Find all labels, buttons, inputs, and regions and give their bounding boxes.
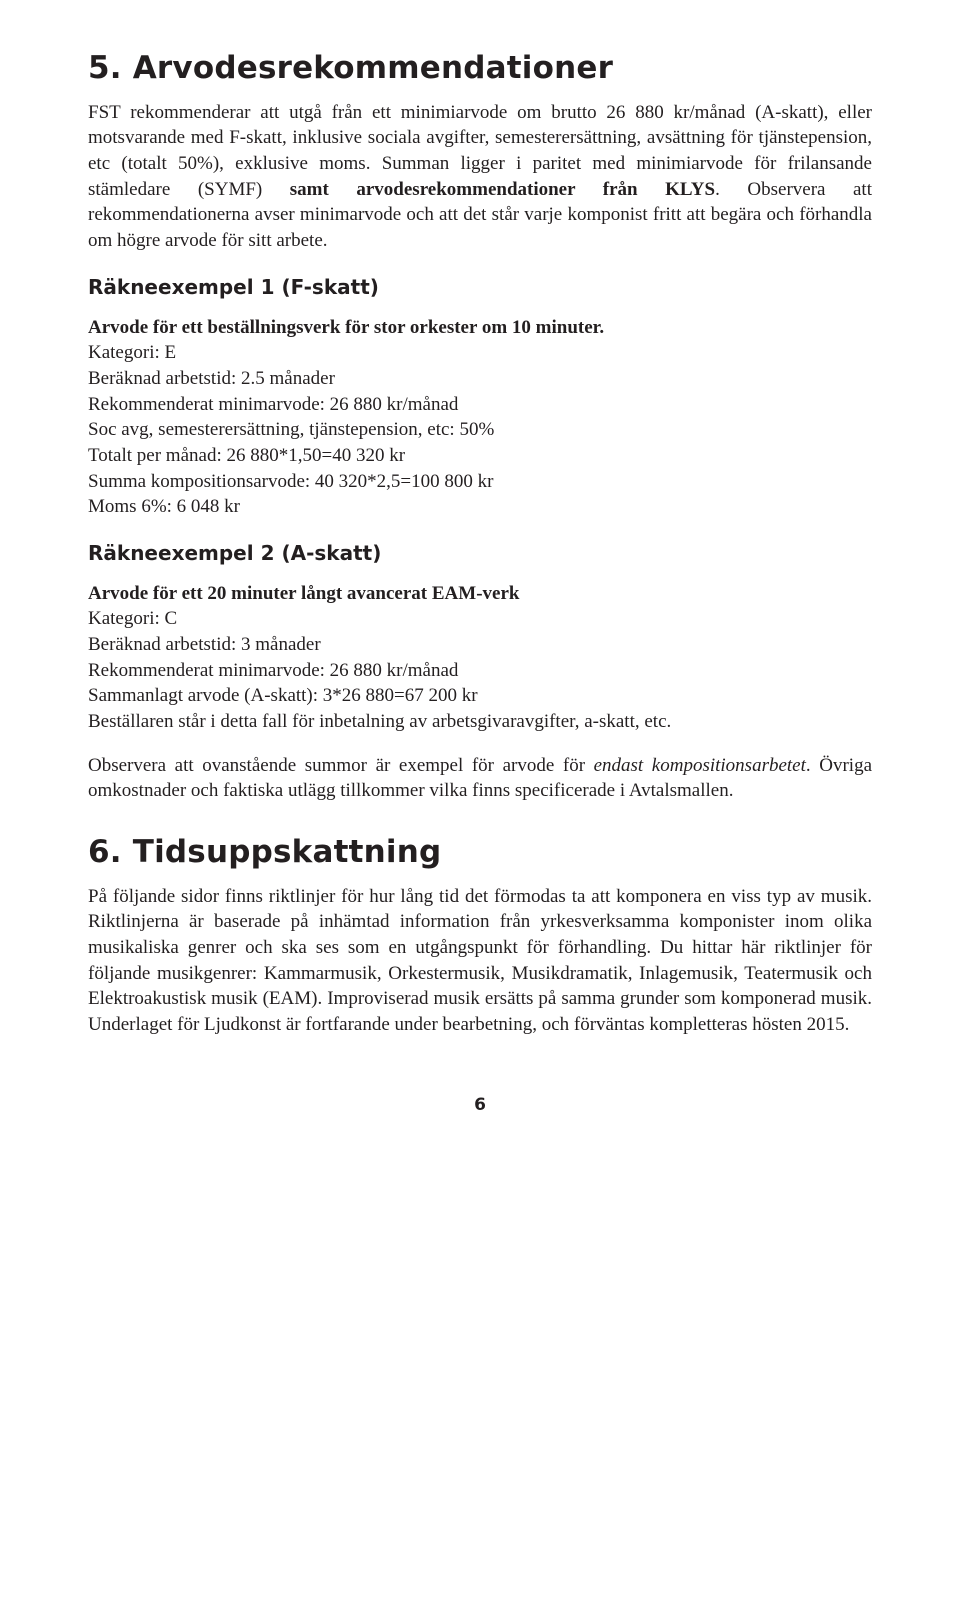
example-1-line: Totalt per månad: 26 880*1,50=40 320 kr xyxy=(88,443,872,469)
example-1-block: Arvode för ett beställningsverk för stor… xyxy=(88,315,872,520)
example-1-line: Moms 6%: 6 048 kr xyxy=(88,494,872,520)
example-1-heading: Räkneexempel 1 (F-skatt) xyxy=(88,274,872,301)
example-2-line: Beställaren står i detta fall för inbeta… xyxy=(88,709,872,735)
example-1-line: Beräknad arbetstid: 2.5 månader xyxy=(88,366,872,392)
example-1-line: Summa kompositionsarvode: 40 320*2,5=100… xyxy=(88,469,872,495)
section-6-heading: 6. Tidsuppskattning xyxy=(88,832,872,874)
example-2-line: Kategori: C xyxy=(88,606,872,632)
example-1-line: Soc avg, semesterersättning, tjänstepens… xyxy=(88,417,872,443)
example-1-line: Kategori: E xyxy=(88,340,872,366)
section-5-heading: 5. Arvodesrekommendationer xyxy=(88,48,872,90)
page-number: 6 xyxy=(88,1094,872,1117)
section-5-intro: FST rekommenderar att utgå från ett mini… xyxy=(88,100,872,254)
example-2-line: Rekommenderat minimarvode: 26 880 kr/mån… xyxy=(88,658,872,684)
example-2-block: Arvode för ett 20 minuter långt avancera… xyxy=(88,581,872,735)
note-text-1: Observera att ovanstående summor är exem… xyxy=(88,755,594,776)
section-5-note: Observera att ovanstående summor är exem… xyxy=(88,753,872,804)
example-2-line: Beräknad arbetstid: 3 månader xyxy=(88,632,872,658)
note-em: endast kompositionsarbetet xyxy=(594,755,806,776)
intro-bold: samt arvodesrekommendationer från KLYS xyxy=(290,179,715,200)
example-1-line: Rekommenderat minimarvode: 26 880 kr/mån… xyxy=(88,392,872,418)
example-2-line: Sammanlagt arvode (A-skatt): 3*26 880=67… xyxy=(88,683,872,709)
example-2-lead: Arvode för ett 20 minuter långt avancera… xyxy=(88,581,872,607)
example-2-heading: Räkneexempel 2 (A-skatt) xyxy=(88,540,872,567)
section-6-body: På följande sidor finns riktlinjer för h… xyxy=(88,884,872,1038)
example-1-lead: Arvode för ett beställningsverk för stor… xyxy=(88,315,872,341)
